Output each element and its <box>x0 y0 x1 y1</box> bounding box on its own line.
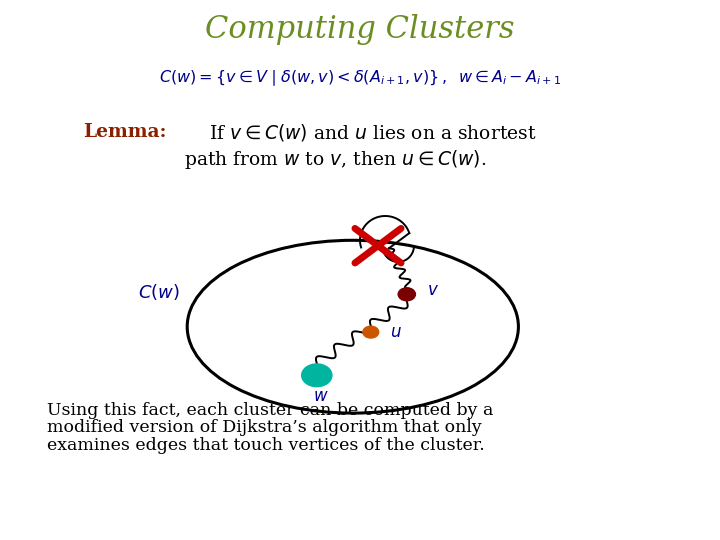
Text: $w$: $w$ <box>312 387 328 405</box>
Text: Using this fact, each cluster can be computed by a: Using this fact, each cluster can be com… <box>47 402 493 419</box>
Text: examines edges that touch vertices of the cluster.: examines edges that touch vertices of th… <box>47 437 485 454</box>
Text: If $v$${\in}$$C(w)$ and $u$ lies on a shortest: If $v$${\in}$$C(w)$ and $u$ lies on a sh… <box>209 122 536 143</box>
Text: $u$: $u$ <box>390 323 401 341</box>
Text: Computing Clusters: Computing Clusters <box>205 14 515 45</box>
Text: modified version of Dijkstra’s algorithm that only: modified version of Dijkstra’s algorithm… <box>47 419 482 436</box>
Text: path from $w$ to $v$, then $u$${\in}$$C(w)$.: path from $w$ to $v$, then $u$${\in}$$C(… <box>184 148 486 171</box>
Text: $C(w)$: $C(w)$ <box>138 281 179 302</box>
Circle shape <box>302 364 332 387</box>
Text: $v$: $v$ <box>427 281 439 299</box>
Circle shape <box>363 326 379 338</box>
Text: Lemma:: Lemma: <box>83 123 166 141</box>
Text: $C(w) = \{v \in V \mid \delta(w,v) < \delta(A_{i+1},v)\}\,, \;\; w \in A_i - A_{: $C(w) = \{v \in V \mid \delta(w,v) < \de… <box>159 69 561 88</box>
Circle shape <box>398 288 415 301</box>
